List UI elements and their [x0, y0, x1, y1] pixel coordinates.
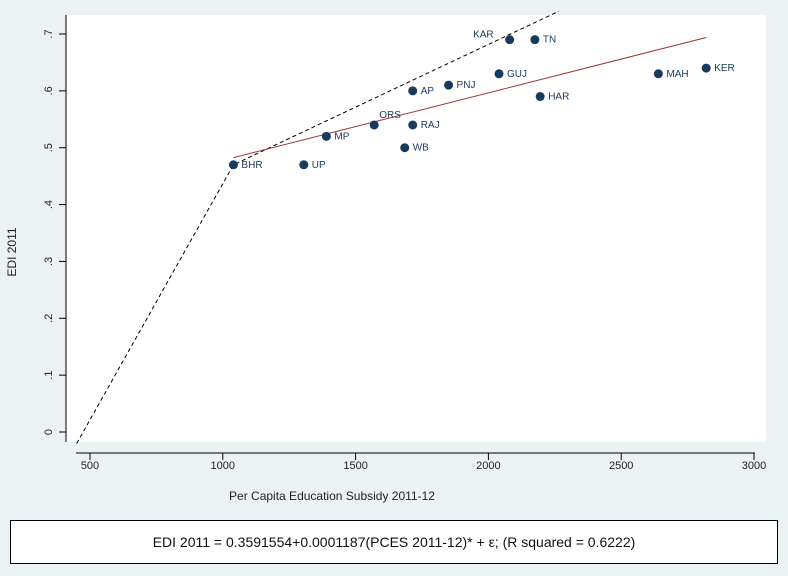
point-label-guj: GUJ: [507, 69, 527, 80]
data-point-ap: [408, 86, 418, 96]
data-point-raj: [408, 120, 418, 130]
data-point-guj: [494, 69, 504, 79]
data-point-pnj: [444, 80, 454, 90]
data-point-wb: [400, 143, 410, 153]
x-tick-label: 1000: [211, 460, 235, 472]
point-label-har: HAR: [548, 92, 569, 103]
point-label-raj: RAJ: [421, 120, 440, 131]
y-tick-label: .1: [43, 371, 55, 380]
x-tick-label: 1500: [343, 460, 367, 472]
y-axis-title: EDI 2011: [5, 227, 19, 276]
y-tick-label: .6: [43, 86, 55, 95]
point-label-mah: MAH: [666, 69, 688, 80]
y-tick-label: .5: [43, 143, 55, 152]
y-tick-label: 0: [43, 429, 55, 435]
equation-box: EDI 2011 = 0.3591554+0.0001187(PCES 2011…: [10, 520, 778, 564]
point-label-mp: MP: [334, 131, 349, 142]
data-point-mah: [653, 69, 663, 79]
point-label-ors: ORS: [379, 110, 401, 121]
data-point-bhr: [228, 160, 238, 170]
point-label-bhr: BHR: [241, 160, 262, 171]
plot-area: [66, 15, 766, 442]
data-point-mp: [321, 131, 331, 141]
data-point-ors: [369, 120, 379, 130]
x-tick-label: 2000: [476, 460, 500, 472]
data-point-kar: [505, 35, 515, 45]
y-tick-label: .2: [43, 314, 55, 323]
data-point-tn: [530, 35, 540, 45]
point-label-ker: KER: [714, 63, 735, 74]
point-label-up: UP: [312, 160, 326, 171]
fit-line: [233, 36, 707, 159]
y-tick-label: .3: [43, 257, 55, 266]
y-tick-label: .4: [43, 200, 55, 209]
point-label-wb: WB: [413, 143, 429, 154]
point-label-pnj: PNJ: [457, 80, 476, 91]
x-tick-label: 2500: [609, 460, 633, 472]
point-label-tn: TN: [543, 35, 556, 46]
x-axis-ticks: 500 1000 1500 2000 2500 3000: [81, 453, 766, 472]
x-axis-title: Per Capita Education Subsidy 2011-12: [229, 489, 435, 503]
frontier-line: [76, 10, 559, 444]
data-point-har: [535, 92, 545, 102]
x-tick-label: 3000: [742, 460, 766, 472]
point-label-ap: AP: [421, 86, 435, 97]
regression-equation: EDI 2011 = 0.3591554+0.0001187(PCES 2011…: [152, 534, 636, 550]
x-tick-label: 500: [81, 460, 99, 472]
point-label-kar: KAR: [473, 30, 494, 41]
data-point-up: [299, 160, 309, 170]
y-axis-ticks: 0 .1 .2 .3 .4 .5 .6 .7: [43, 29, 66, 435]
y-tick-label: .7: [43, 29, 55, 38]
chart: 500 1000 1500 2000 2500 3000 0.1.2.3.4.5.6.7 …: [5, 10, 766, 503]
data-point-ker: [701, 63, 711, 73]
data-points: BHR UP MP ORS WB RAJ AP PNJ GUJ KAR TN HAR MAH KER: [228, 30, 735, 171]
